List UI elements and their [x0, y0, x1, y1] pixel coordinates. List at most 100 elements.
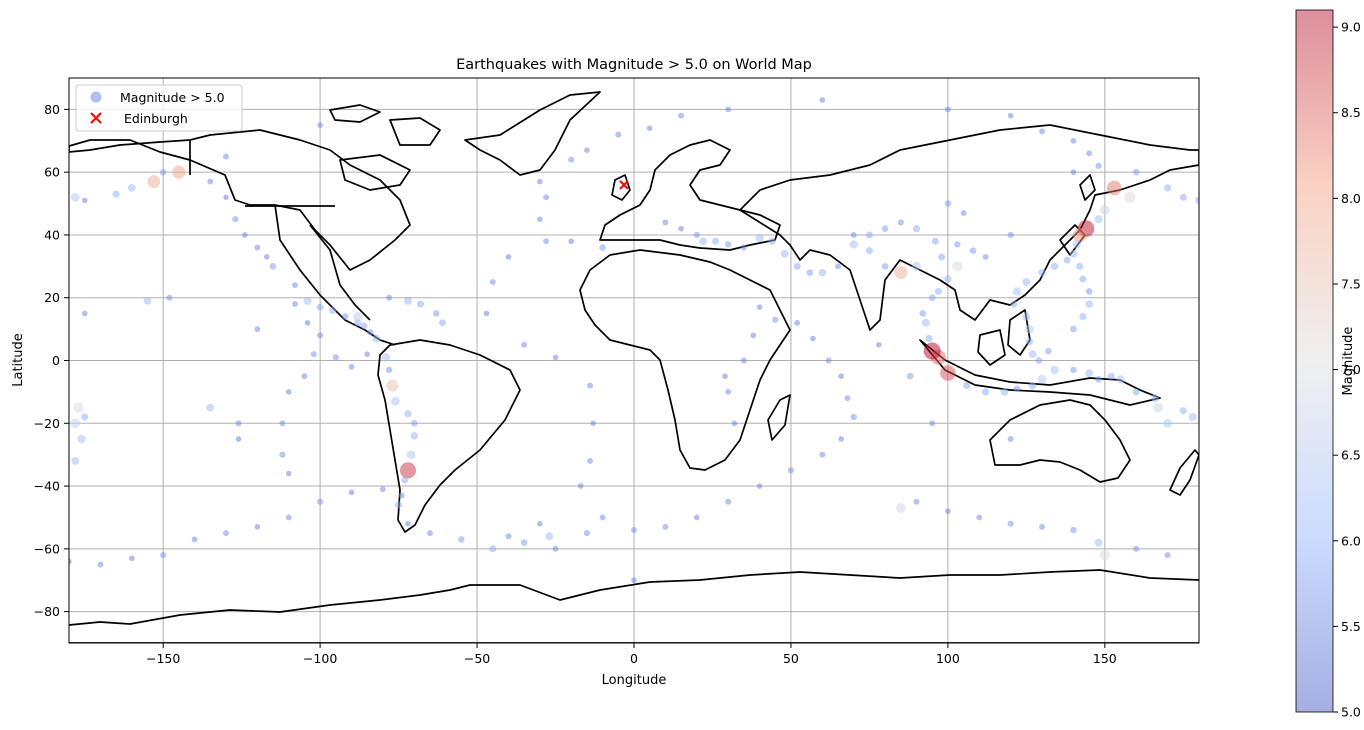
earthquake-point — [1070, 169, 1077, 175]
earthquake-point — [332, 354, 339, 361]
plot-area: −150 −100 −50 0 50 100 150 −80 −60 −40 −20 0 20 40 60… — [34, 77, 1200, 666]
earthquake-point — [537, 216, 543, 223]
earthquake-point — [263, 254, 270, 260]
earthquake-point — [341, 313, 349, 320]
earthquake-point — [838, 373, 844, 379]
earthquake-point — [931, 237, 939, 245]
earthquake-point — [432, 310, 440, 317]
earthquake-point — [71, 457, 80, 465]
earthquake-point — [1012, 287, 1022, 296]
earthquake-point — [223, 194, 229, 200]
earthquake-point — [772, 316, 779, 323]
earthquake-point — [391, 397, 400, 406]
edinburgh-x-marker — [619, 180, 629, 190]
earthquake-point — [97, 561, 104, 568]
earthquake-point — [818, 268, 827, 277]
chart-title: Earthquakes with Magnitude > 5.0 on Worl… — [456, 57, 812, 73]
earthquake-point — [1070, 366, 1077, 374]
earthquake-point — [1133, 545, 1140, 552]
earthquake-point — [316, 303, 324, 311]
earthquake-point — [232, 216, 239, 223]
earthquake-point — [952, 261, 963, 272]
earthquake-point — [945, 508, 951, 514]
earthquake-point — [731, 420, 738, 427]
earthquake-point — [386, 366, 393, 374]
earthquake-point — [1013, 385, 1021, 393]
earthquake-point — [405, 520, 411, 527]
earthquake-point — [410, 432, 419, 440]
earthquake-point — [819, 97, 826, 103]
earthquake-point — [364, 351, 370, 358]
earthquake-point — [844, 395, 851, 402]
earthquake-point — [1050, 365, 1059, 375]
earthquake-point — [1038, 268, 1046, 277]
earthquake-point — [1007, 112, 1014, 119]
y-tick-label: −40 — [34, 479, 60, 494]
earthquake-point — [1000, 387, 1009, 396]
earthquake-point — [780, 249, 789, 258]
earthquake-point — [976, 514, 983, 521]
earthquake-point — [317, 332, 324, 339]
earthquake-point — [1070, 325, 1077, 333]
earthquake-point — [279, 420, 286, 427]
earthquake-point — [1070, 137, 1077, 144]
earthquake-point — [912, 225, 921, 233]
earthquake-point — [1116, 375, 1125, 384]
earthquake-point — [982, 253, 989, 260]
earthquake-point — [1035, 357, 1043, 364]
colorbar-tick-label: 5.0 — [1341, 705, 1361, 720]
colorbar-tick-label: 7.0 — [1341, 362, 1361, 377]
earthquake-point — [919, 310, 927, 317]
earthquake-point — [599, 514, 606, 521]
earthquake-point — [1188, 412, 1197, 422]
earthquake-point — [810, 335, 816, 342]
earthquake-point — [722, 373, 728, 379]
earthquake-point — [725, 388, 732, 395]
earthquake-point — [401, 476, 409, 484]
earthquake-point — [235, 436, 242, 442]
earthquake-point — [404, 410, 412, 418]
earthquake-point — [1132, 168, 1140, 176]
y-tick-label: −60 — [34, 541, 60, 556]
colorbar-tick-label: 6.0 — [1341, 533, 1361, 548]
earthquake-point — [1132, 388, 1140, 396]
earthquake-point — [944, 106, 951, 113]
earthquake-point — [222, 530, 229, 537]
earthquake-point — [316, 498, 324, 505]
legend: Magnitude > 5.0 Edinburgh — [75, 84, 243, 132]
earthquake-point — [207, 178, 214, 185]
earthquake-point — [584, 147, 590, 153]
legend-circle-marker — [90, 91, 102, 103]
earthquake-point — [292, 282, 298, 289]
earthquake-point — [1179, 193, 1187, 201]
colorbar-label: Magnitude — [1341, 327, 1356, 396]
earthquake-point — [360, 322, 368, 330]
earthquake-point — [427, 530, 433, 537]
earthquake-point — [1151, 394, 1159, 403]
colorbar: 5.0 5.5 6.0 6.5 7.0 7.5 8.0 8.5 9.0 Magnitude — [1295, 9, 1361, 720]
x-tick-label: 0 — [630, 651, 638, 666]
earthquake-point — [587, 457, 594, 464]
earthquake-point — [599, 244, 606, 251]
earthquake-point — [838, 436, 844, 442]
colorbar-tick-label: 8.5 — [1341, 105, 1361, 120]
earthquake-point — [381, 353, 391, 362]
earthquake-point — [631, 577, 637, 584]
earthquake-point — [1039, 128, 1046, 135]
earthquake-point — [981, 388, 990, 396]
earthquake-point — [1069, 249, 1078, 258]
earthquake-point — [1079, 312, 1087, 321]
earthquake-point — [301, 373, 308, 380]
earthquake-point — [254, 524, 261, 530]
earthquake-point — [849, 240, 858, 249]
earthquake-point — [850, 413, 857, 421]
earthquake-point — [756, 483, 763, 489]
earthquake-point — [1095, 162, 1102, 170]
earthquake-point — [81, 197, 88, 204]
earthquake-point — [1106, 180, 1122, 196]
earthquake-point — [712, 237, 720, 245]
colorbar-tick-label: 6.5 — [1341, 448, 1361, 463]
earthquake-point — [521, 341, 528, 348]
earthquake-point — [269, 263, 277, 270]
